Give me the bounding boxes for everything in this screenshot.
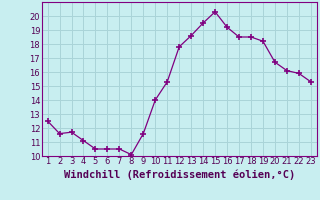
X-axis label: Windchill (Refroidissement éolien,°C): Windchill (Refroidissement éolien,°C) xyxy=(64,169,295,180)
